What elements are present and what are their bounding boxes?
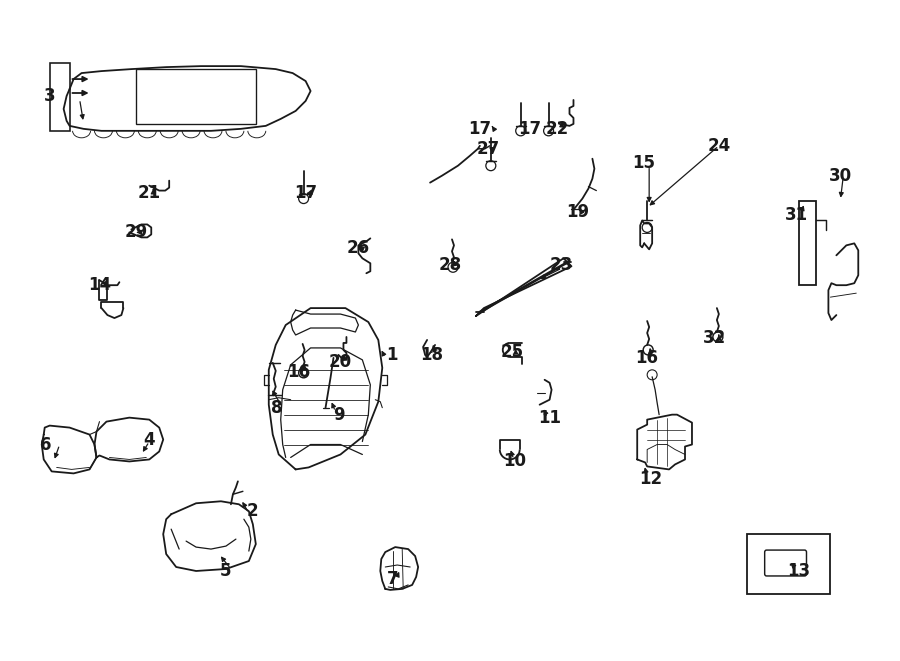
Circle shape	[299, 368, 309, 378]
Text: 20: 20	[328, 353, 352, 371]
Circle shape	[299, 194, 309, 204]
Text: 31: 31	[785, 206, 808, 225]
Text: 10: 10	[503, 452, 526, 471]
Text: 15: 15	[633, 154, 656, 172]
Text: 4: 4	[143, 430, 155, 449]
Text: 6: 6	[40, 436, 51, 453]
Text: 3: 3	[44, 87, 56, 105]
Circle shape	[713, 332, 723, 342]
Text: 5: 5	[220, 562, 231, 580]
Bar	[747, 534, 831, 594]
Text: 28: 28	[438, 256, 462, 274]
Circle shape	[647, 370, 657, 380]
Text: 27: 27	[476, 139, 500, 158]
Text: 24: 24	[707, 137, 731, 155]
Bar	[136, 69, 256, 124]
Text: 26: 26	[346, 239, 370, 257]
Text: 2: 2	[247, 502, 258, 520]
Text: 30: 30	[829, 167, 852, 184]
Text: 16: 16	[635, 349, 659, 367]
Bar	[50, 63, 69, 131]
Bar	[798, 200, 816, 285]
Text: 7: 7	[386, 570, 398, 588]
Text: 19: 19	[566, 204, 589, 221]
Text: 32: 32	[703, 329, 726, 347]
FancyBboxPatch shape	[765, 550, 806, 576]
Text: 17: 17	[518, 120, 541, 138]
Text: 17: 17	[294, 184, 317, 202]
Text: 17: 17	[468, 120, 491, 138]
Text: 1: 1	[386, 346, 398, 364]
Text: 12: 12	[640, 471, 662, 488]
Text: 16: 16	[287, 363, 310, 381]
Circle shape	[643, 223, 652, 233]
Text: 14: 14	[88, 276, 111, 294]
Circle shape	[448, 262, 458, 272]
Circle shape	[544, 126, 554, 136]
Text: 11: 11	[538, 408, 561, 426]
Circle shape	[486, 161, 496, 171]
Text: 23: 23	[550, 256, 573, 274]
Circle shape	[516, 126, 526, 136]
Text: 8: 8	[271, 399, 283, 416]
Text: 22: 22	[546, 120, 569, 138]
Text: 9: 9	[333, 406, 345, 424]
Text: 13: 13	[787, 562, 810, 580]
Text: 29: 29	[125, 223, 148, 241]
Text: 18: 18	[420, 346, 444, 364]
Text: 25: 25	[500, 343, 523, 361]
Circle shape	[644, 345, 653, 355]
Text: 21: 21	[138, 184, 161, 202]
